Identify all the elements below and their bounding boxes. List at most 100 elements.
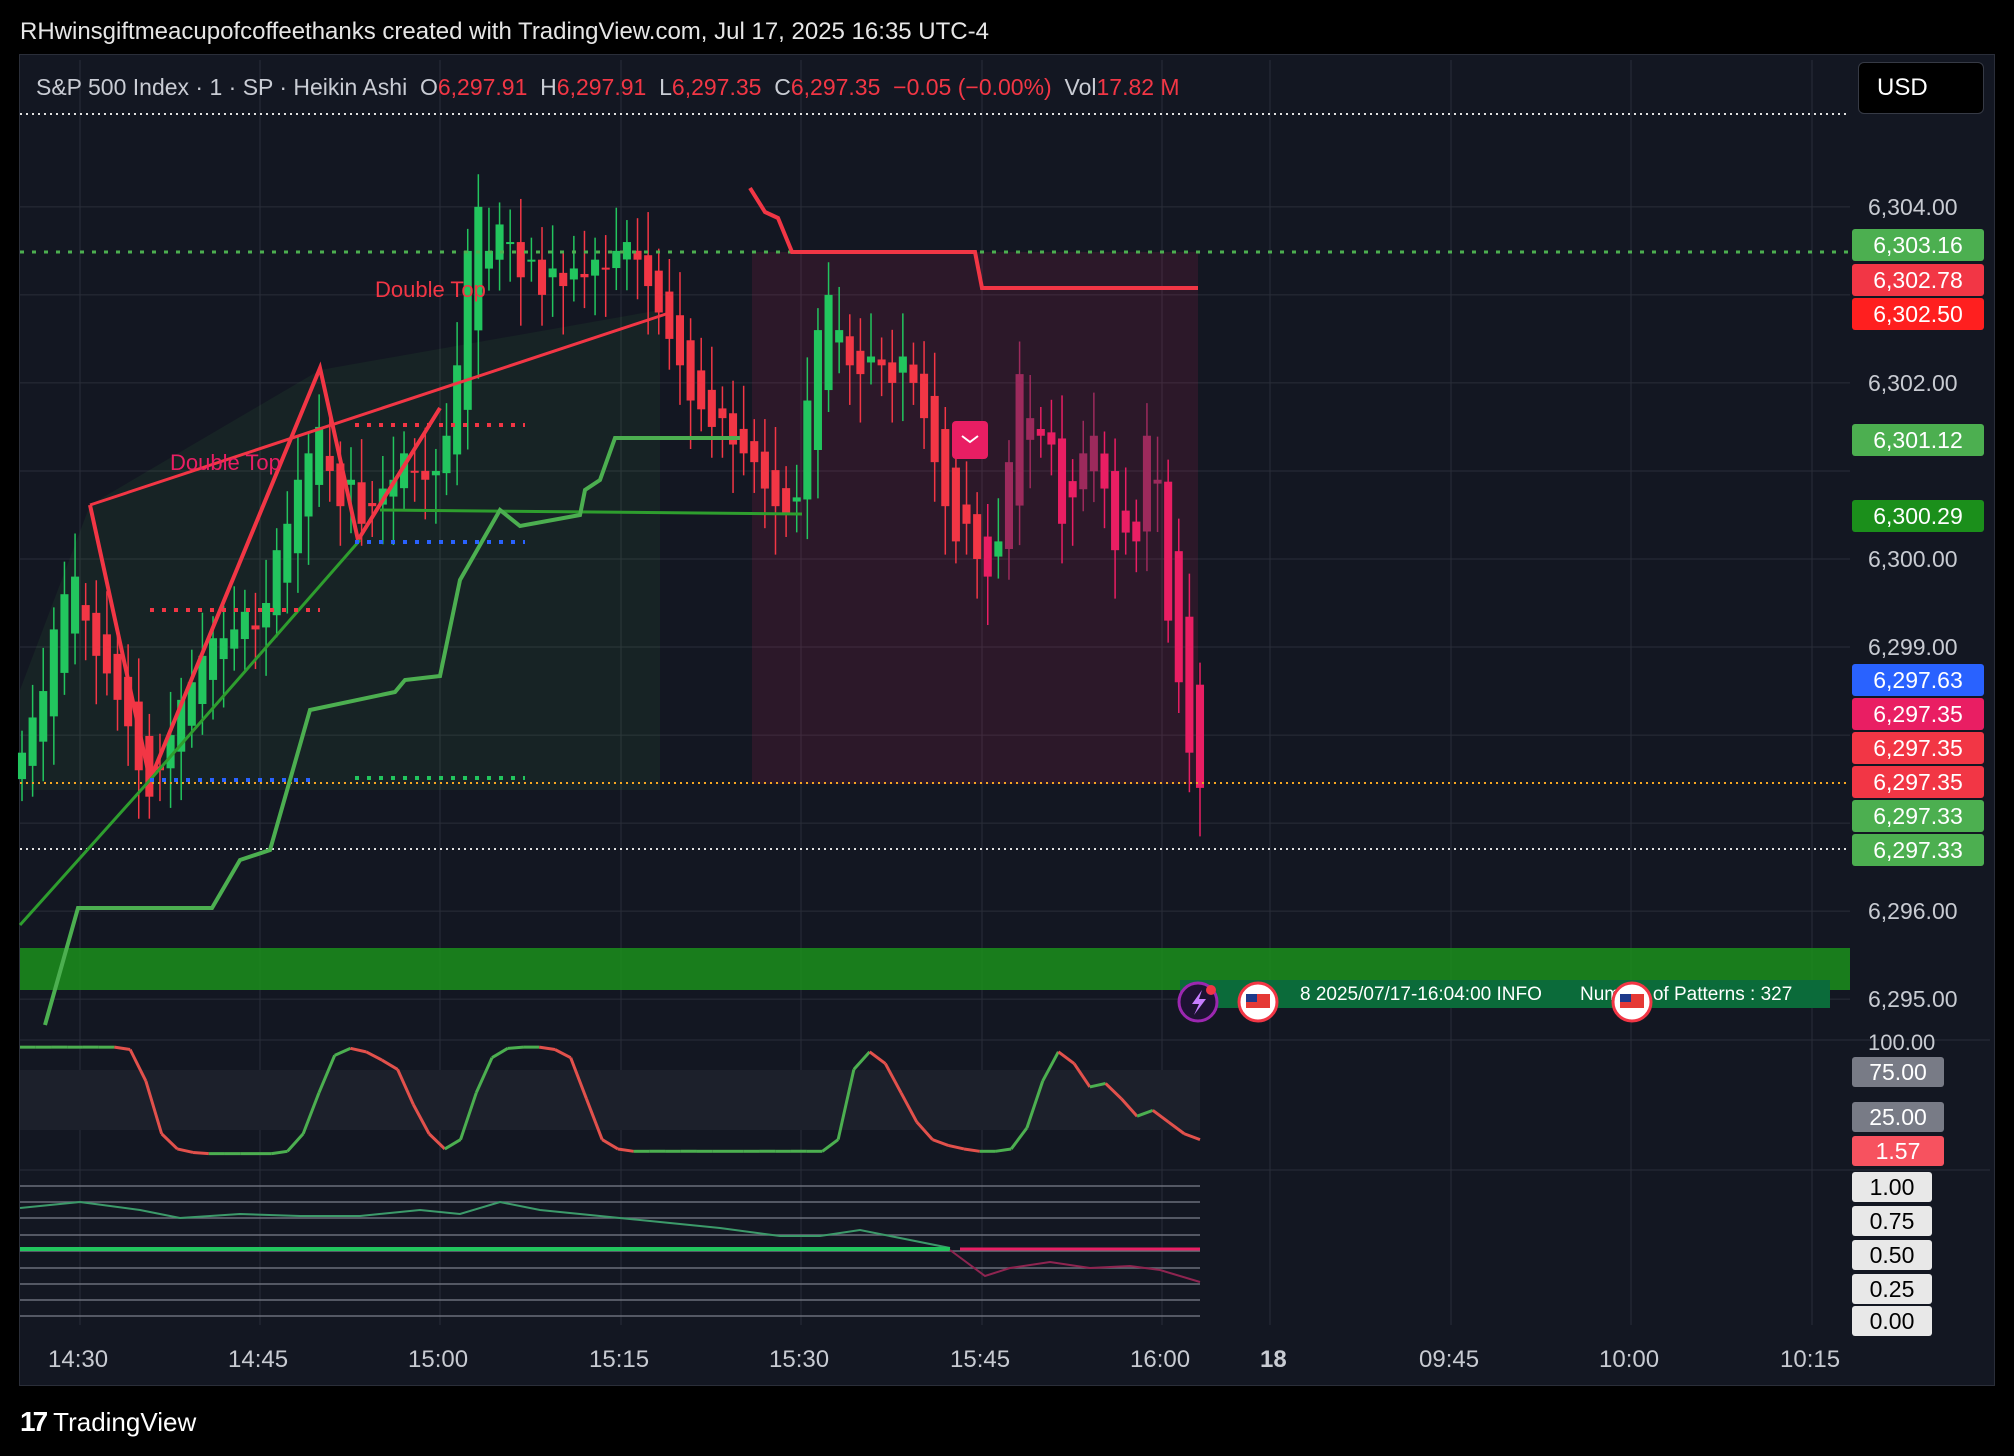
osc1-line <box>1151 1109 1170 1124</box>
candle-body <box>1185 616 1194 753</box>
notification-dot <box>1206 985 1216 995</box>
osc1-line <box>947 1143 965 1151</box>
candle-body <box>930 395 939 463</box>
x-axis-tick: 10:00 <box>1599 1346 1660 1373</box>
osc1-line <box>317 1054 337 1094</box>
osc1-level-label: 75.00 <box>1852 1057 1944 1087</box>
candle-body <box>198 655 207 705</box>
candle-body <box>453 365 462 455</box>
osc1-line <box>412 1103 431 1135</box>
candle-body <box>537 259 547 295</box>
bull-zone <box>20 310 660 790</box>
candle-body <box>580 273 589 278</box>
candle-body <box>845 336 854 366</box>
flag-canton <box>1246 994 1257 1002</box>
candle-body <box>782 488 791 515</box>
trailing-stop-red <box>748 186 1198 290</box>
osc1-line <box>381 1058 399 1071</box>
price-label: 6,302.50 <box>1852 298 1984 330</box>
candle-body <box>484 250 493 269</box>
candle-body <box>166 735 175 769</box>
osc1-line <box>569 1057 588 1100</box>
price-label: 6,300.29 <box>1852 500 1984 532</box>
candle-body <box>400 453 409 489</box>
candle-body <box>187 682 196 726</box>
candle-body <box>81 605 90 621</box>
price-label: 6,297.35 <box>1852 766 1984 798</box>
osc1-level-label: 25.00 <box>1852 1102 1944 1132</box>
candle-body <box>1164 481 1173 621</box>
candle-body <box>994 541 1003 557</box>
trailing-stop-green <box>43 436 740 1026</box>
brand-name: TradingView <box>53 1406 197 1437</box>
x-axis-tick: 15:30 <box>769 1346 830 1373</box>
candle-body <box>527 259 536 262</box>
candle-body <box>644 255 653 287</box>
candle-body <box>813 330 822 450</box>
osc2-axis-label: 0.25 <box>1852 1274 1932 1304</box>
osc1-line <box>1183 1132 1201 1142</box>
osc1-line <box>1089 1081 1106 1089</box>
osc1-line <box>836 1069 856 1140</box>
volume-label: Vol <box>1064 74 1097 100</box>
osc1-line <box>1025 1080 1045 1129</box>
candle-body <box>675 315 685 366</box>
candle-body <box>951 467 960 542</box>
volume-value: 17.82 M <box>1096 74 1180 100</box>
osc1-line <box>1009 1127 1029 1150</box>
candle-body <box>230 629 239 649</box>
candle-body <box>548 268 557 278</box>
candle-body <box>665 291 674 339</box>
candle-body <box>442 435 451 474</box>
osc1-line <box>334 1046 352 1057</box>
open-value: 6,297.91 <box>437 74 528 100</box>
candle-body <box>707 389 716 427</box>
candle-body <box>262 603 271 628</box>
high-label: H <box>540 74 557 100</box>
low-value: 6,297.35 <box>671 74 762 100</box>
price-label: 6,303.16 <box>1852 229 1984 261</box>
y-axis-tick: 6,295.00 <box>1868 986 1958 1013</box>
x-axis-tick: 15:45 <box>950 1346 1011 1373</box>
candle-body <box>898 356 907 373</box>
candle-body <box>750 441 759 463</box>
symbol-label[interactable]: S&P 500 Index · 1 · SP · Heikin Ashi <box>36 74 408 100</box>
osc1-line <box>192 1150 209 1156</box>
candle-body <box>792 497 801 502</box>
candle-body <box>1100 453 1109 489</box>
osc2-axis-label: 0.50 <box>1852 1240 1932 1270</box>
candle-body <box>983 536 992 577</box>
overlay-lines: Double Top Double Top 8 2025/07/17-16:04:0… <box>18 113 1850 1026</box>
candle-body <box>962 504 971 524</box>
candle-body <box>1089 435 1098 472</box>
price-label: 6,297.35 <box>1852 732 1984 764</box>
candle-body <box>463 250 472 410</box>
change-value: −0.05 (−0.00%) <box>893 74 1052 100</box>
osc1-line <box>554 1048 572 1060</box>
osc1-line <box>396 1068 415 1106</box>
candle-body <box>272 550 281 616</box>
osc2-axis-label: 0.75 <box>1852 1206 1932 1236</box>
x-axis-tick: 10:15 <box>1780 1346 1841 1373</box>
candle-body <box>591 259 600 276</box>
osc2-axis-label: 1.00 <box>1852 1172 1932 1202</box>
currency-button[interactable]: USD <box>1858 62 1984 114</box>
neckline-upper <box>89 310 673 507</box>
chart-frame[interactable] <box>19 54 1995 1386</box>
close-value: 6,297.35 <box>790 74 881 100</box>
osc1-line <box>365 1050 383 1062</box>
info-bar <box>1180 980 1830 1008</box>
candle-body <box>601 267 610 270</box>
osc1-line <box>584 1098 604 1141</box>
candle-body <box>1068 481 1077 498</box>
osc2-bear-signal <box>949 1249 1201 1283</box>
osc1-current-label: 1.57 <box>1852 1136 1944 1166</box>
candle-body <box>824 294 833 391</box>
candle-body <box>1132 521 1141 542</box>
osc1-line <box>1072 1062 1092 1088</box>
candle-body <box>1174 551 1183 683</box>
candle-body <box>1015 374 1024 506</box>
low-label: L <box>659 74 672 100</box>
candle-body <box>739 428 748 454</box>
